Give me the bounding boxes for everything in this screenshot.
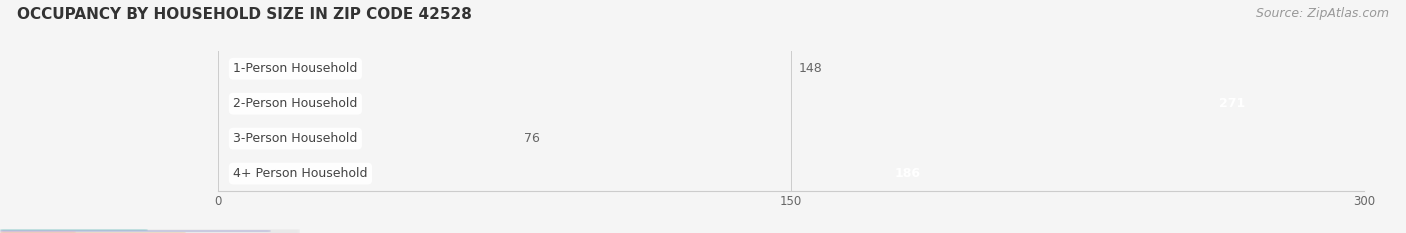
- Text: 186: 186: [894, 167, 921, 180]
- Text: 76: 76: [523, 132, 540, 145]
- Text: 3-Person Household: 3-Person Household: [233, 132, 357, 145]
- Text: 148: 148: [799, 62, 823, 75]
- Text: 4+ Person Household: 4+ Person Household: [233, 167, 368, 180]
- Text: Source: ZipAtlas.com: Source: ZipAtlas.com: [1256, 7, 1389, 20]
- Text: 271: 271: [1219, 97, 1246, 110]
- Text: OCCUPANCY BY HOUSEHOLD SIZE IN ZIP CODE 42528: OCCUPANCY BY HOUSEHOLD SIZE IN ZIP CODE …: [17, 7, 472, 22]
- Text: 1-Person Household: 1-Person Household: [233, 62, 357, 75]
- Text: 2-Person Household: 2-Person Household: [233, 97, 357, 110]
